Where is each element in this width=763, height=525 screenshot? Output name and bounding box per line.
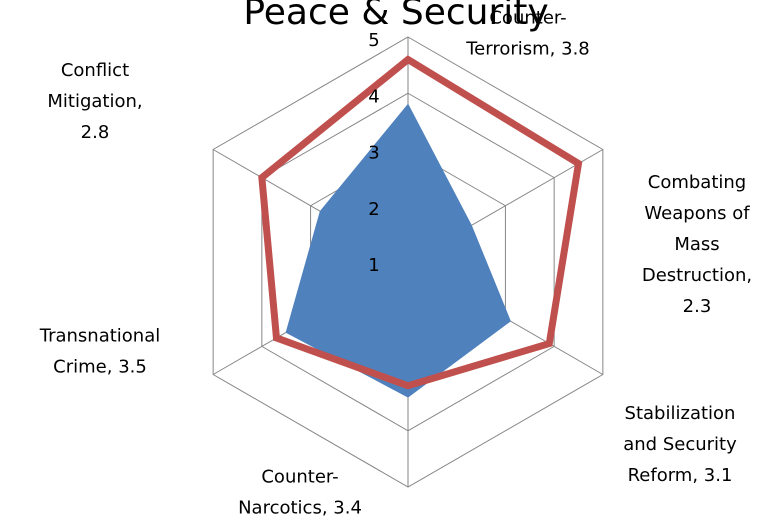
label-line: and Security [623, 434, 737, 455]
label-line: Crime, 3.5 [53, 357, 147, 378]
category-label: Counter- Narcotics, 3.4 [238, 467, 362, 519]
label-line: Narcotics, 3.4 [238, 498, 362, 519]
category-label: Transnational Crime, 3.5 [39, 326, 161, 378]
chart-title: Peace & Security [243, 0, 548, 33]
tick-label: 2 [368, 199, 379, 220]
label-line: Counter- [261, 467, 338, 488]
category-label: Combating Weapons of Mass Destruction, 2.3 [642, 172, 752, 317]
label-line: Weapons of [644, 203, 750, 224]
label-line: Destruction, [642, 265, 752, 286]
label-line: Combating [648, 172, 746, 193]
tick-label: 4 [368, 86, 379, 107]
category-label: Counter- Terrorism, 3.8 [465, 8, 590, 60]
tick-label: 5 [368, 30, 379, 51]
category-label: Conflict Mitigation, 2.8 [47, 60, 142, 143]
label-line: Reform, 3.1 [628, 465, 733, 486]
label-line: Conflict [61, 60, 129, 81]
line [258, 55, 583, 390]
label-line: Mitigation, [47, 91, 142, 112]
label-line: Mass [674, 234, 719, 255]
area [285, 103, 511, 398]
label-line: Terrorism, 3.8 [465, 39, 590, 60]
label-line: Counter- [489, 8, 566, 29]
tick-label: 1 [368, 255, 379, 276]
tick-label: 3 [368, 143, 379, 164]
label-line: Transnational [39, 326, 161, 347]
category-label: Stabilization and Security Reform, 3.1 [623, 403, 737, 486]
label-line: 2.3 [683, 296, 712, 317]
label-line: 2.8 [81, 122, 110, 143]
label-line: Stabilization [625, 403, 736, 424]
